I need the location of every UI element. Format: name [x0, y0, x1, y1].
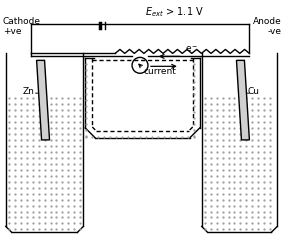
Polygon shape — [237, 60, 249, 140]
Text: $E_{ext}$ > 1.1 V: $E_{ext}$ > 1.1 V — [145, 6, 204, 19]
Text: Cathode
+ve: Cathode +ve — [3, 17, 41, 36]
Text: e$^-$: e$^-$ — [185, 45, 198, 54]
Polygon shape — [37, 60, 49, 140]
Text: Cu: Cu — [247, 87, 259, 96]
Text: Zn: Zn — [23, 87, 35, 96]
Text: current: current — [143, 67, 176, 76]
Text: Anode
-ve: Anode -ve — [252, 17, 281, 36]
